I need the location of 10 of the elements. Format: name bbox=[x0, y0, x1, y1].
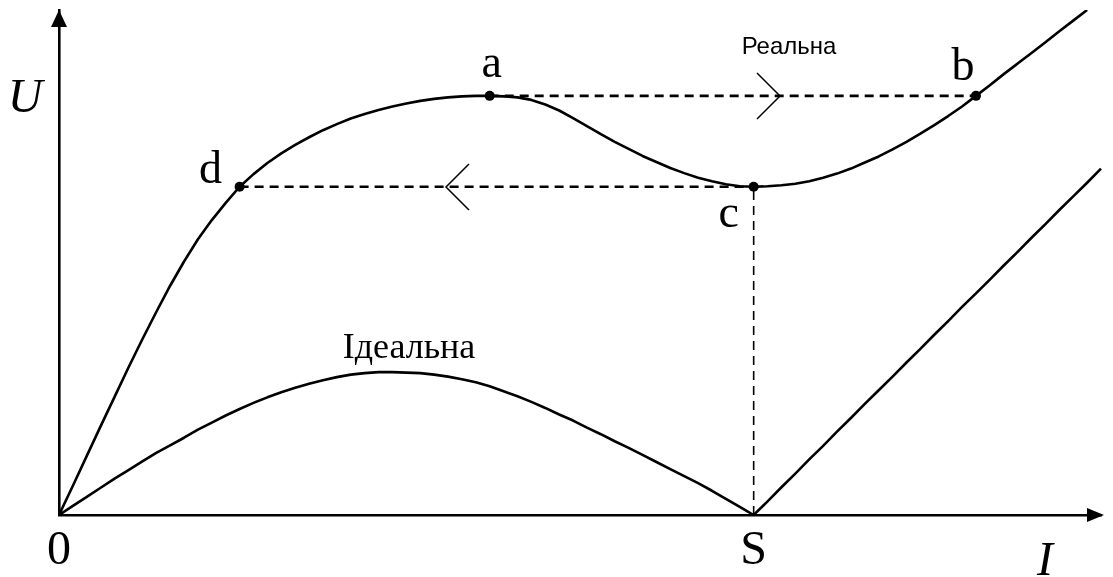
series-label: Реальна bbox=[741, 32, 838, 59]
x-tick-label: 0 bbox=[47, 520, 71, 574]
annotation: b bbox=[951, 38, 975, 90]
annotation: a bbox=[481, 35, 502, 87]
x-axis-title: I bbox=[1036, 532, 1056, 577]
y-axis-title: U bbox=[7, 69, 46, 122]
series-label: Ідеальна bbox=[342, 326, 476, 366]
annotation: d bbox=[199, 141, 223, 193]
x-tick-label: S bbox=[740, 520, 768, 574]
annotation: c bbox=[718, 185, 739, 237]
